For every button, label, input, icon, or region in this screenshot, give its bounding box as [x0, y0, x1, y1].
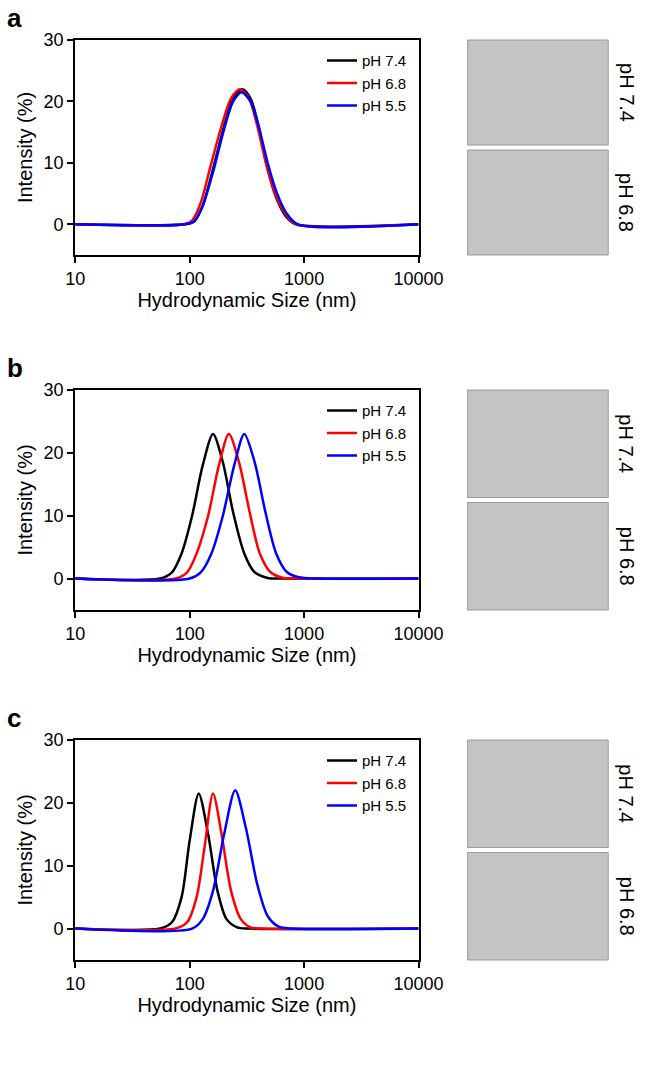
svg-text:100: 100: [175, 974, 205, 994]
svg-text:10: 10: [44, 153, 64, 173]
svg-text:pH 6.8: pH 6.8: [362, 75, 406, 92]
svg-text:pH 7.4: pH 7.4: [362, 752, 406, 769]
svg-text:0: 0: [54, 215, 64, 235]
svg-text:Intensity (%): Intensity (%): [14, 444, 36, 555]
svg-text:30: 30: [44, 730, 64, 750]
svg-text:pH 5.5: pH 5.5: [362, 447, 406, 464]
svg-text:pH 7.4: pH 7.4: [616, 63, 638, 122]
svg-text:0: 0: [54, 569, 64, 589]
svg-text:pH 6.8: pH 6.8: [616, 877, 638, 936]
svg-text:30: 30: [44, 30, 64, 50]
svg-text:1000: 1000: [284, 974, 324, 994]
svg-text:Hydrodynamic Size (nm): Hydrodynamic Size (nm): [137, 644, 356, 666]
svg-text:10: 10: [65, 269, 85, 289]
svg-text:pH 7.4: pH 7.4: [615, 414, 637, 473]
svg-text:20: 20: [44, 92, 64, 112]
svg-text:c: c: [7, 703, 21, 733]
svg-text:100: 100: [175, 269, 205, 289]
svg-text:1000: 1000: [284, 269, 324, 289]
svg-text:pH 6.8: pH 6.8: [616, 527, 638, 586]
svg-text:b: b: [7, 353, 23, 383]
svg-text:10: 10: [65, 624, 85, 644]
svg-text:30: 30: [44, 380, 64, 400]
svg-text:Hydrodynamic Size (nm): Hydrodynamic Size (nm): [137, 289, 356, 311]
svg-text:10: 10: [44, 856, 64, 876]
svg-text:10000: 10000: [394, 974, 444, 994]
svg-text:pH 6.8: pH 6.8: [362, 425, 406, 442]
svg-text:pH 7.4: pH 7.4: [362, 52, 406, 69]
svg-text:pH 7.4: pH 7.4: [615, 764, 637, 823]
svg-text:Hydrodynamic Size (nm): Hydrodynamic Size (nm): [137, 994, 356, 1016]
svg-text:pH 6.8: pH 6.8: [615, 173, 637, 232]
svg-text:1000: 1000: [284, 624, 324, 644]
svg-text:pH 6.8: pH 6.8: [362, 775, 406, 792]
svg-text:pH 5.5: pH 5.5: [362, 797, 406, 814]
svg-text:20: 20: [44, 793, 64, 813]
svg-text:10000: 10000: [394, 624, 444, 644]
svg-text:a: a: [7, 3, 22, 33]
svg-text:100: 100: [175, 624, 205, 644]
svg-text:10000: 10000: [394, 269, 444, 289]
svg-text:20: 20: [44, 443, 64, 463]
svg-text:10: 10: [44, 506, 64, 526]
svg-text:Intensity (%): Intensity (%): [14, 92, 36, 203]
svg-text:10: 10: [65, 974, 85, 994]
svg-text:Intensity (%): Intensity (%): [14, 794, 36, 905]
svg-text:pH 7.4: pH 7.4: [362, 402, 406, 419]
svg-text:pH 5.5: pH 5.5: [362, 97, 406, 114]
svg-text:0: 0: [54, 919, 64, 939]
